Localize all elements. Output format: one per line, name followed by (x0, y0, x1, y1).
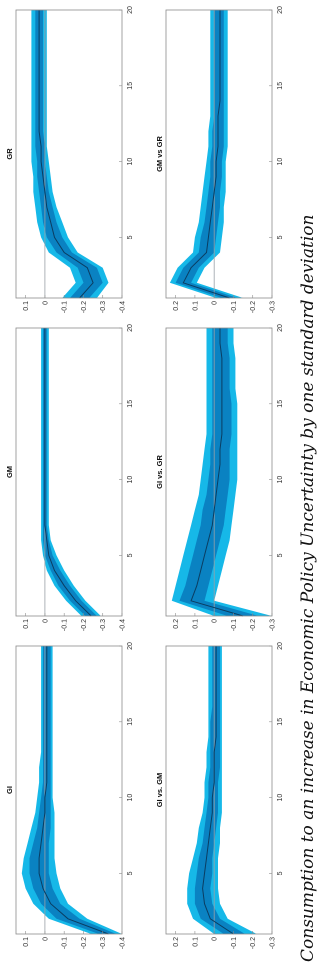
y-tick-label: -0.3 (270, 301, 277, 313)
x-tick-label: 5 (277, 871, 284, 875)
y-tick-label: 0.1 (23, 937, 30, 947)
panel-title: GM vs GR (155, 135, 164, 171)
x-tick-label: 10 (127, 794, 134, 802)
y-tick-label: -0.1 (62, 301, 69, 313)
axes-frame (15, 9, 123, 299)
y-tick-label: -0.3 (270, 937, 277, 949)
x-tick-label: 20 (277, 642, 284, 650)
y-tick-label: 0 (42, 619, 49, 623)
panel-title: GI (5, 786, 14, 794)
panel-3: 5 10 15 20 -0.4 -0.3 -0.2 -0.1 0 0.1 GR (5, 6, 134, 313)
y-tick-label: -0.4 (120, 301, 127, 313)
x-tick-label: 15 (127, 82, 134, 90)
y-tick-label: -0.4 (120, 619, 127, 631)
y-tick-label: -0.3 (270, 619, 277, 631)
band-90 (169, 10, 244, 298)
y-tick-label: 0.1 (192, 301, 199, 311)
axes-frame (165, 645, 273, 935)
x-tick-label: 5 (127, 235, 134, 239)
x-tick-label: 15 (127, 718, 134, 726)
median-line (38, 646, 109, 935)
y-tick-label: 0.2 (173, 937, 180, 947)
x-tick-label: 20 (127, 6, 134, 14)
axes-frame (15, 645, 123, 935)
median-line (38, 10, 94, 299)
median-line (182, 10, 230, 299)
x-tick-label: 15 (277, 400, 284, 408)
x-tick-label: 5 (127, 553, 134, 557)
y-tick-label: 0 (42, 937, 49, 941)
y-tick-label: -0.1 (231, 301, 238, 313)
y-tick-label: -0.1 (231, 937, 238, 949)
y-tick-label: 0.1 (192, 619, 199, 629)
x-tick-label: 10 (127, 476, 134, 484)
panel-1: 5 10 15 20 -0.4 -0.3 -0.2 -0.1 0 0.1 GI (5, 642, 134, 949)
x-tick-label: 20 (127, 324, 134, 332)
band-90 (41, 328, 101, 616)
x-tick-label: 10 (277, 476, 284, 484)
y-tick-label: -0.2 (81, 937, 88, 949)
figure-caption: Consumption to an increase in Economic P… (298, 215, 318, 962)
x-tick-label: 20 (277, 324, 284, 332)
x-tick-label: 5 (127, 871, 134, 875)
y-tick-label: -0.3 (100, 301, 107, 313)
panel-6: 5 10 15 20 -0.3 -0.2 -0.1 0 0.1 0.2 GM vs GR (155, 6, 284, 313)
y-tick-label: 0.2 (173, 619, 180, 629)
y-tick-label: -0.3 (100, 619, 107, 631)
y-tick-label: 0.1 (192, 937, 199, 947)
x-tick-label: 10 (277, 794, 284, 802)
y-tick-label: -0.3 (100, 937, 107, 949)
y-tick-label: 0 (212, 301, 219, 305)
panel-title: GI vs. GM (155, 773, 164, 808)
panel-title: GI vs. GR (155, 455, 164, 489)
y-tick-label: -0.1 (62, 619, 69, 631)
y-tick-label: 0.1 (23, 301, 30, 311)
y-tick-label: 0.2 (173, 301, 180, 311)
x-tick-label: 15 (277, 82, 284, 90)
x-tick-label: 15 (127, 400, 134, 408)
median-line (202, 646, 234, 935)
y-tick-label: -0.1 (62, 937, 69, 949)
y-tick-label: -0.1 (231, 619, 238, 631)
band-68 (29, 646, 117, 934)
axes-frame (165, 327, 273, 617)
y-tick-label: -0.2 (250, 619, 257, 631)
y-tick-label: 0.1 (23, 619, 30, 629)
y-tick-label: 0 (42, 301, 49, 305)
x-tick-label: 10 (277, 158, 284, 166)
median-line (190, 328, 244, 617)
y-tick-label: -0.2 (250, 301, 257, 313)
panel-title: GR (5, 148, 14, 160)
x-tick-label: 5 (277, 553, 284, 557)
x-tick-label: 10 (127, 158, 134, 166)
x-tick-label: 20 (277, 6, 284, 14)
rotated-chart-grid: 5 10 15 20 -0.4 -0.3 -0.2 -0.1 0 0.1 GI 5 10 15 20 -0.4… (5, 6, 284, 949)
axes-frame (15, 327, 123, 617)
panel-4: 5 10 15 20 -0.3 -0.2 -0.1 0 0.1 0.2 GI vs. GM (155, 642, 284, 949)
x-tick-label: 15 (277, 718, 284, 726)
y-tick-label: 0 (212, 619, 219, 623)
band-68 (194, 646, 245, 934)
panel-title: GM (5, 466, 14, 478)
band-68 (175, 10, 238, 298)
y-tick-label: -0.2 (81, 301, 88, 313)
median-line (44, 328, 92, 617)
x-tick-label: 5 (277, 235, 284, 239)
y-tick-label: 0 (212, 937, 219, 941)
y-tick-label: -0.4 (120, 937, 127, 949)
y-tick-label: -0.2 (250, 937, 257, 949)
x-tick-label: 20 (127, 642, 134, 650)
panel-5: 5 10 15 20 -0.3 -0.2 -0.1 0 0.1 0.2 GI vs. GR (155, 324, 284, 631)
panel-2: 5 10 15 20 -0.4 -0.3 -0.2 -0.1 0 0.1 GM (5, 324, 134, 631)
axes-frame (165, 9, 273, 299)
y-tick-label: -0.2 (81, 619, 88, 631)
